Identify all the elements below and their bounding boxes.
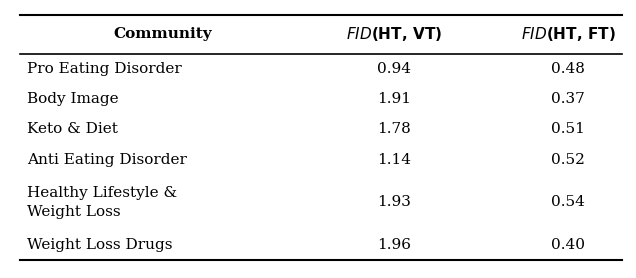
Text: Keto & Diet: Keto & Diet — [27, 122, 118, 136]
Text: Community: Community — [114, 28, 212, 41]
Text: $\mathit{FID}$$\mathbf{(HT,\,VT)}$: $\mathit{FID}$$\mathbf{(HT,\,VT)}$ — [346, 25, 442, 43]
Text: 0.94: 0.94 — [377, 62, 411, 76]
Text: 0.48: 0.48 — [551, 62, 585, 76]
Text: 1.78: 1.78 — [377, 122, 411, 136]
Text: $\mathit{FID}$$\mathbf{(HT,\,FT)}$: $\mathit{FID}$$\mathbf{(HT,\,FT)}$ — [521, 25, 616, 43]
Text: Weight Loss Drugs: Weight Loss Drugs — [27, 238, 172, 252]
Text: 0.52: 0.52 — [551, 153, 585, 167]
Text: 0.37: 0.37 — [551, 92, 585, 106]
Text: Pro Eating Disorder: Pro Eating Disorder — [27, 62, 181, 76]
Text: Anti Eating Disorder: Anti Eating Disorder — [27, 153, 186, 167]
Text: 0.54: 0.54 — [551, 195, 585, 209]
Text: 0.51: 0.51 — [551, 122, 585, 136]
Text: Body Image: Body Image — [27, 92, 118, 106]
Text: 1.96: 1.96 — [377, 238, 411, 252]
Text: Healthy Lifestyle &
Weight Loss: Healthy Lifestyle & Weight Loss — [27, 186, 177, 219]
Text: 1.93: 1.93 — [377, 195, 411, 209]
Text: 0.40: 0.40 — [551, 238, 585, 252]
Text: 1.91: 1.91 — [377, 92, 411, 106]
Text: 1.14: 1.14 — [377, 153, 411, 167]
